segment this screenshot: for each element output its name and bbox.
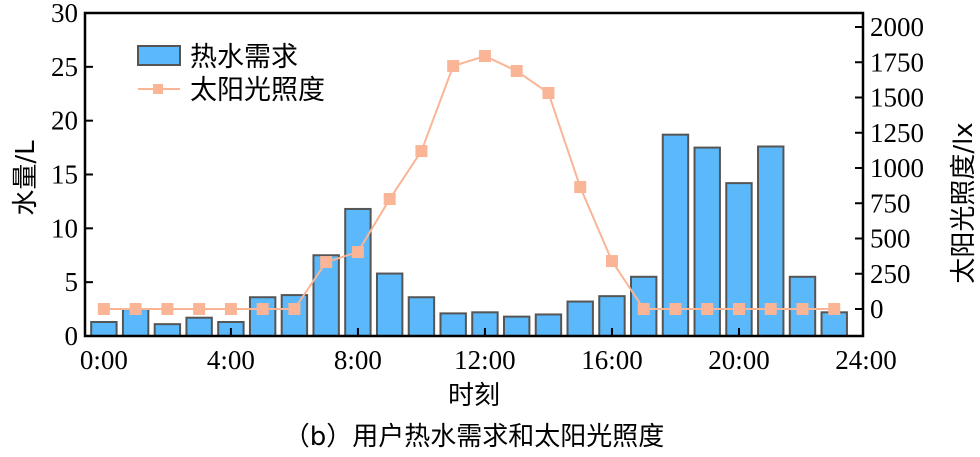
line-marker — [510, 64, 523, 77]
line-marker — [129, 303, 142, 315]
bar — [566, 300, 594, 337]
x-axis-title: 时刻 — [448, 381, 500, 411]
right-axis: 0 250 500 750 1000 1250 1500 1750 2000 — [855, 12, 924, 324]
bar — [502, 315, 531, 337]
line-marker — [97, 303, 110, 315]
y2-tick-label: 250 — [870, 259, 911, 289]
y2-tick-label: 0 — [870, 294, 884, 324]
y2-tick-label: 500 — [870, 224, 911, 254]
y-axis-title: 水量/L — [11, 140, 41, 216]
legend-line-marker — [153, 84, 163, 94]
line-marker — [447, 60, 460, 73]
legend-bar-swatch — [137, 45, 181, 66]
bar — [153, 323, 182, 338]
line-marker — [224, 303, 237, 315]
y2-tick-label: 1250 — [870, 118, 924, 148]
y2-tick-label: 2000 — [870, 12, 924, 42]
legend-label-sunlight: 太阳光照度 — [190, 75, 325, 106]
line-marker — [383, 193, 396, 206]
line-marker — [764, 303, 777, 315]
line-marker — [669, 303, 682, 315]
x-tick-label: 12:00 — [454, 345, 516, 375]
y2-tick-label: 750 — [870, 188, 911, 218]
legend-label-hot-water: 热水需求 — [190, 42, 298, 73]
line-marker — [415, 145, 428, 158]
x-tick-label: 16:00 — [581, 345, 643, 375]
x-tick-label: 8:00 — [334, 345, 382, 375]
y2-tick-label: 1000 — [870, 153, 924, 183]
left-axis: 0 5 10 15 20 25 30 — [51, 0, 93, 351]
y2-axis-title: 太阳光照度/lx — [949, 122, 979, 283]
y-tick-label: 0 — [65, 321, 79, 351]
figure-caption: （b）用户热水需求和太阳光照度 — [284, 422, 665, 452]
y-tick-label: 30 — [51, 0, 78, 28]
x-tick-label: 24:00 — [835, 345, 897, 375]
bar — [439, 312, 467, 338]
y-tick-label: 5 — [65, 267, 79, 297]
line-marker — [351, 246, 364, 259]
x-tick-label: 20:00 — [708, 345, 770, 375]
x-tick-label: 0:00 — [80, 345, 128, 375]
bar — [820, 311, 848, 337]
bar — [280, 294, 309, 338]
bar — [407, 296, 436, 337]
line-marker — [320, 256, 333, 269]
bar — [534, 313, 563, 338]
line-marker — [574, 181, 587, 194]
y2-tick-label: 1750 — [870, 47, 924, 77]
y-tick-label: 10 — [51, 213, 78, 243]
bar — [375, 272, 404, 338]
bar — [185, 316, 213, 337]
line-marker — [193, 303, 206, 315]
line-marker — [605, 255, 618, 268]
y-tick-label: 20 — [51, 106, 78, 136]
x-axis: 0:00 4:00 8:00 12:00 16:00 20:00 24:00 — [80, 328, 897, 375]
legend: 热水需求 太阳光照度 — [137, 42, 325, 106]
line-series-sunlight — [97, 50, 841, 315]
y-tick-label: 25 — [51, 52, 78, 82]
line-marker — [161, 303, 174, 315]
bar — [90, 321, 118, 337]
line-marker — [828, 303, 841, 315]
y-tick-label: 15 — [51, 160, 78, 190]
line-marker — [701, 303, 714, 315]
line-marker — [256, 303, 269, 315]
line-marker — [637, 303, 650, 315]
x-tick-label: 4:00 — [207, 345, 255, 375]
line-marker — [542, 86, 555, 99]
line-marker — [732, 303, 745, 315]
bar — [312, 254, 340, 337]
line-marker — [796, 303, 809, 315]
y2-tick-label: 1500 — [870, 83, 924, 113]
line-marker — [478, 50, 491, 63]
bar — [344, 207, 372, 338]
line-marker — [288, 303, 301, 315]
